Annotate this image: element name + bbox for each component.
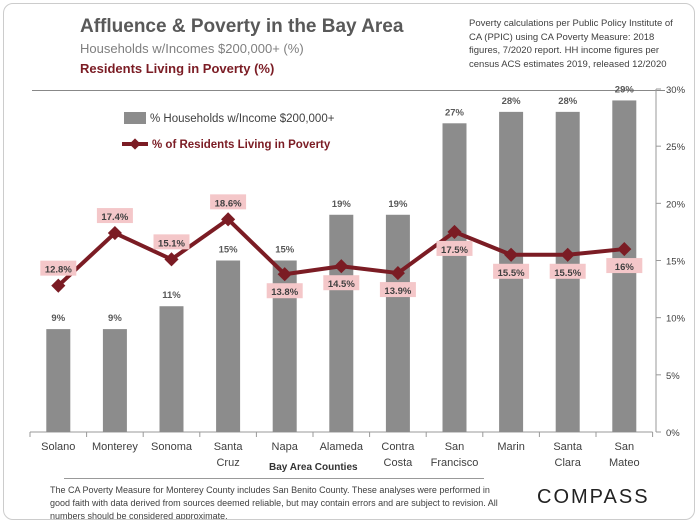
y-tick-label: 20%	[666, 199, 686, 210]
legend-bar-swatch	[124, 112, 146, 124]
legend-line-label: % of Residents Living in Poverty	[152, 139, 331, 151]
poverty-label-bg	[549, 263, 586, 279]
poverty-label: 15.5%	[554, 268, 581, 279]
bar-solano	[46, 329, 71, 432]
poverty-label-bg	[210, 194, 247, 210]
poverty-label: 18.6%	[215, 198, 242, 209]
poverty-label: 17.4%	[101, 212, 128, 223]
bar-label: 29%	[615, 84, 635, 95]
category-label: San	[615, 441, 635, 453]
category-label: Marin	[497, 441, 525, 453]
y-tick-label: 25%	[666, 142, 686, 153]
poverty-marker	[277, 267, 292, 282]
subtitle-income: Households w/Incomes $200,000+ (%)	[80, 41, 304, 56]
poverty-label: 16%	[615, 262, 635, 273]
poverty-label-bg	[266, 283, 303, 299]
y-tick-label: 15%	[666, 257, 686, 268]
legend-line-marker	[129, 138, 141, 150]
bar-label: 9%	[51, 313, 65, 324]
category-label: Contra	[381, 441, 415, 453]
category-label: Napa	[272, 441, 299, 453]
poverty-marker	[221, 212, 236, 227]
bar-san-francisco	[442, 123, 467, 433]
category-label: Solano	[41, 441, 75, 453]
y-tick-label: 30%	[666, 85, 686, 96]
bar-alameda	[329, 214, 354, 432]
y-tick-label: 0%	[666, 428, 680, 439]
poverty-label-bg	[493, 263, 530, 279]
poverty-label: 13.9%	[384, 286, 411, 297]
category-label: Alameda	[320, 441, 364, 453]
subtitle-poverty: Residents Living in Poverty (%)	[80, 61, 275, 76]
bar-label: 11%	[162, 290, 181, 301]
source-note: Poverty calculations per Public Policy I…	[469, 18, 673, 70]
poverty-label-bg	[40, 260, 77, 276]
poverty-label: 14.5%	[328, 279, 355, 290]
bar-label: 27%	[445, 107, 465, 118]
footer-divider	[64, 478, 484, 479]
poverty-label-bg	[153, 234, 190, 250]
poverty-label: 12.8%	[45, 265, 72, 276]
bar-label: 28%	[502, 96, 522, 107]
poverty-label-bg	[436, 240, 473, 256]
poverty-marker	[447, 224, 462, 239]
category-label: San	[445, 441, 465, 453]
poverty-marker	[390, 266, 405, 281]
poverty-label: 15.1%	[158, 238, 185, 249]
x-axis-title: Bay Area Counties	[269, 462, 358, 473]
bar-label: 15%	[219, 245, 239, 256]
bar-label: 19%	[388, 199, 408, 210]
category-label: Cruz	[216, 457, 239, 469]
category-label: Francisco	[431, 457, 479, 469]
bar-monterey	[102, 329, 127, 432]
category-label: Santa	[553, 441, 583, 453]
poverty-label-bg	[606, 258, 643, 274]
bar-contra-costa	[385, 214, 410, 432]
poverty-marker	[164, 252, 179, 267]
poverty-label: 17.5%	[441, 245, 468, 256]
poverty-label-bg	[96, 208, 133, 224]
header-divider	[32, 90, 665, 91]
poverty-marker	[560, 247, 575, 262]
chart-frame: Affluence & Poverty in the Bay Area Hous…	[3, 3, 695, 520]
poverty-marker	[51, 278, 66, 293]
bar-label: 19%	[332, 199, 352, 210]
category-label: Santa	[214, 441, 244, 453]
y-tick-label: 5%	[666, 371, 680, 382]
category-label: Mateo	[609, 457, 640, 469]
bar-label: 15%	[275, 245, 295, 256]
chart-title: Affluence & Poverty in the Bay Area	[80, 16, 404, 37]
poverty-marker	[617, 241, 632, 257]
poverty-label-bg	[323, 275, 360, 291]
compass-logo: COMPASS	[537, 486, 650, 508]
disclaimer: The CA Poverty Measure for Monterey Coun…	[50, 485, 498, 520]
bar-label: 9%	[108, 313, 122, 324]
y-tick-label: 10%	[666, 314, 686, 325]
bar-santa-cruz	[216, 260, 241, 432]
poverty-label-bg	[379, 282, 416, 298]
category-label: Monterey	[92, 441, 138, 453]
legend-bar-label: % Households w/Income $200,000+	[150, 113, 335, 125]
category-label: Sonoma	[151, 441, 193, 453]
chart-svg: 0% 5% 10% 15% 20% 25% 30% 9% 9% 11% 15% 15% 19% 19% 27…	[29, 84, 686, 473]
category-label: Costa	[384, 457, 414, 469]
poverty-label: 13.8%	[271, 287, 298, 298]
poverty-marker	[334, 259, 349, 274]
category-label: Clara	[555, 457, 582, 469]
poverty-label: 15.5%	[498, 268, 525, 279]
bar-label: 28%	[558, 96, 578, 107]
bar-sonoma	[159, 306, 184, 432]
